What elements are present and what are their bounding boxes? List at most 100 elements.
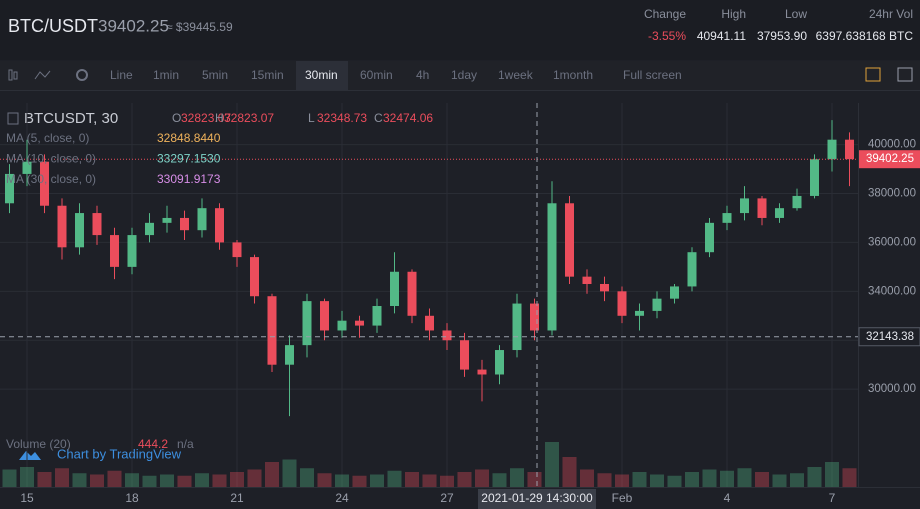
candle-body xyxy=(600,283,609,292)
candle-body xyxy=(635,310,644,316)
interval-button[interactable]: 5min xyxy=(202,68,228,82)
candle-body xyxy=(460,340,469,370)
candle-body xyxy=(652,298,662,311)
candle-body xyxy=(617,291,627,316)
volume-bar xyxy=(527,472,542,487)
interval-button[interactable]: 60min xyxy=(360,68,393,82)
volume-bar xyxy=(282,459,297,487)
interval-button[interactable]: 1month xyxy=(553,68,593,82)
candle-body xyxy=(687,252,697,287)
volume-bar xyxy=(370,474,384,487)
candle-body xyxy=(827,139,837,160)
volume-bar xyxy=(142,475,157,487)
candle-body xyxy=(320,301,329,331)
x-tick-label: 15 xyxy=(20,491,34,505)
volume-name: Volume (20) xyxy=(6,437,71,451)
volume-bar xyxy=(177,475,192,487)
volume-bar xyxy=(457,472,472,487)
ohlc-value: 32823.07 xyxy=(181,111,231,125)
interval-button[interactable]: 15min xyxy=(251,68,284,82)
interval-button[interactable]: Line xyxy=(110,68,133,82)
stat-value: 40941.11 xyxy=(697,29,746,43)
volume-bar xyxy=(387,470,402,487)
candle-body xyxy=(495,350,504,375)
candle-body xyxy=(250,257,259,297)
usd-price: ≈ $39445.59 xyxy=(166,20,233,34)
x-tick-label: 24 xyxy=(335,491,349,505)
volume-bar xyxy=(90,474,104,487)
pair: BTC/USDT xyxy=(8,16,98,36)
volume-bar xyxy=(195,473,209,487)
candle-body xyxy=(127,235,137,267)
volume-bar xyxy=(842,468,857,487)
interval-button[interactable]: 30min xyxy=(305,68,338,82)
ohlc-value: 32348.73 xyxy=(317,111,367,125)
watermark: Chart by TradingView xyxy=(57,446,182,461)
candle-body xyxy=(425,315,434,331)
icon-settings[interactable] xyxy=(76,69,88,81)
full-screen-button[interactable]: Full screen xyxy=(623,68,682,82)
ohlc-key: C xyxy=(374,111,383,125)
candle-body xyxy=(705,222,714,253)
icon-indicators[interactable] xyxy=(865,67,881,82)
volume-bar xyxy=(212,474,227,487)
indicator-value: 33091.9173 xyxy=(157,172,221,186)
toolbar-bar xyxy=(0,61,920,90)
candle-body xyxy=(372,306,382,326)
candle-body xyxy=(792,195,802,209)
header-bar xyxy=(0,0,920,60)
interval-button[interactable]: 4h xyxy=(416,68,429,82)
y-tick-label: 38000.00 xyxy=(868,188,916,200)
candle-body xyxy=(337,320,347,331)
volume-bar xyxy=(720,470,734,487)
candle-body xyxy=(757,198,767,218)
watermark-logo xyxy=(19,451,41,460)
candle-body xyxy=(110,235,119,267)
volume-bar xyxy=(2,469,17,487)
volume-bar xyxy=(160,474,174,487)
crosshair-price-label: 32143.38 xyxy=(866,331,914,343)
legend-symbol: BTCUSDT, 30 xyxy=(24,110,118,127)
volume-bar xyxy=(20,467,34,487)
volume-bar xyxy=(265,462,279,487)
y-tick-label: 36000.00 xyxy=(868,236,916,248)
ohlc-key: H xyxy=(215,111,224,125)
candle-body xyxy=(355,320,364,326)
candle-body xyxy=(407,271,417,316)
interval-button[interactable]: 1day xyxy=(451,68,477,82)
chart-pane xyxy=(0,103,858,487)
ohlc-value: 32474.06 xyxy=(383,111,433,125)
candle-body xyxy=(197,208,207,231)
volume-bar xyxy=(37,472,52,487)
last-price-label: 39402.25 xyxy=(866,153,914,165)
volume-bar xyxy=(247,469,262,487)
active-interval-bg xyxy=(296,61,348,90)
x-tick-label: Feb xyxy=(612,491,633,505)
candle-body xyxy=(57,205,67,248)
interval-button[interactable]: 1week xyxy=(498,68,534,82)
x-tick-label: 7 xyxy=(829,491,836,505)
indicator-name: MA (30, close, 0) xyxy=(6,172,96,186)
candle-body xyxy=(180,217,189,231)
candle-body xyxy=(547,203,557,331)
x-tick-label: 27 xyxy=(440,491,454,505)
candle-body xyxy=(390,271,399,307)
stat-label: High xyxy=(721,7,746,21)
stat-label: Change xyxy=(644,7,686,21)
volume-bar xyxy=(440,475,454,487)
y-tick-label: 34000.00 xyxy=(868,285,916,297)
candle-body xyxy=(267,296,277,365)
interval-button[interactable]: 1min xyxy=(153,68,179,82)
volume-bar xyxy=(632,472,647,487)
icon-candles[interactable] xyxy=(8,69,13,81)
candle-body xyxy=(582,276,592,284)
icon-line[interactable] xyxy=(34,70,51,80)
candle-body xyxy=(75,213,84,248)
ohlc-key: L xyxy=(308,111,315,125)
volume-bar xyxy=(737,468,752,487)
volume-bar xyxy=(475,469,489,487)
volume-bar xyxy=(55,468,69,487)
price: 39402.25 xyxy=(98,16,169,35)
icon-screenshot[interactable] xyxy=(897,67,913,82)
crosshair-price-tag xyxy=(858,327,920,347)
